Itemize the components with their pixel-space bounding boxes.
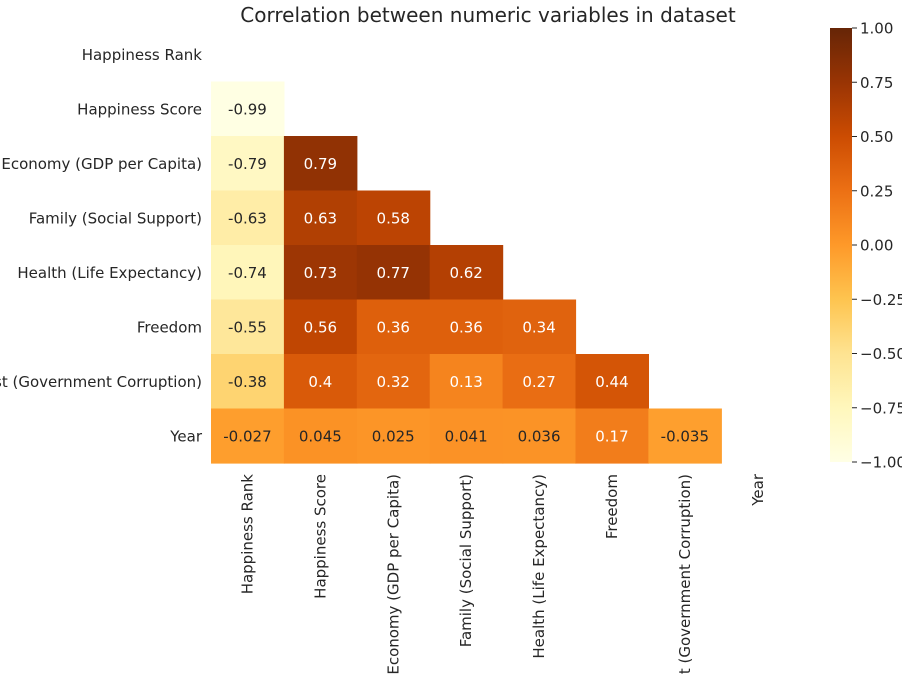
colorbar-tick-label: 0.00 bbox=[860, 237, 893, 255]
colorbar-tick-label: 0.25 bbox=[860, 182, 893, 200]
colorbar-tick-label: 0.75 bbox=[860, 74, 893, 92]
heatmap-cell bbox=[211, 408, 285, 464]
heatmap-cell bbox=[356, 245, 431, 301]
cell-value-label: -0.027 bbox=[223, 427, 271, 445]
heatmap-cell bbox=[429, 299, 504, 355]
heatmap-cell bbox=[502, 354, 577, 410]
heatmap-cell bbox=[283, 299, 358, 355]
cell-value-label: -0.79 bbox=[228, 155, 267, 173]
colorbar-tick-label: −0.75 bbox=[860, 399, 902, 417]
heatmap-cell bbox=[211, 245, 285, 301]
cell-value-label: 0.62 bbox=[449, 264, 482, 282]
x-axis-labels: Happiness Rank Happiness Score Economy (GD… bbox=[238, 473, 766, 674]
y-label-family-social-support: Family (Social Support) bbox=[29, 209, 202, 227]
cell-value-label: 0.036 bbox=[518, 427, 561, 445]
heatmap-cell bbox=[356, 354, 431, 410]
x-label-happiness-rank: Happiness Rank bbox=[238, 474, 256, 595]
cell-value-label: 0.045 bbox=[299, 427, 342, 445]
cell-value-label: -0.63 bbox=[228, 209, 267, 227]
cell-value-label: 0.36 bbox=[449, 318, 482, 336]
colorbar-tick-label: −0.50 bbox=[860, 345, 902, 363]
heatmap-cell bbox=[429, 354, 504, 410]
cell-value-label: -0.74 bbox=[228, 264, 267, 282]
cell-value-label: 0.32 bbox=[377, 373, 410, 391]
y-label-freedom: Freedom bbox=[137, 318, 202, 336]
cell-value-label: -0.38 bbox=[228, 373, 267, 391]
heatmap-cell bbox=[211, 299, 285, 355]
colorbar-gradient bbox=[830, 28, 852, 462]
cell-value-label: 0.44 bbox=[595, 373, 628, 391]
heatmap-cell bbox=[211, 81, 285, 137]
cell-value-label: 0.34 bbox=[522, 318, 555, 336]
y-label-happiness-score: Happiness Score bbox=[77, 100, 202, 118]
y-label-happiness-rank: Happiness Rank bbox=[82, 46, 203, 64]
heatmap-cell bbox=[283, 245, 358, 301]
colorbar: 1.00 0.75 0.50 0.25 0.00 −0.25 −0.50 −0.75 −1.00 bbox=[830, 20, 902, 472]
heatmap-cell bbox=[356, 408, 431, 464]
heatmap-cell bbox=[283, 408, 358, 464]
cell-value-label: 0.27 bbox=[522, 373, 555, 391]
colorbar-tick-label: 1.00 bbox=[860, 20, 893, 38]
colorbar-tick-label: −1.00 bbox=[860, 454, 902, 472]
heatmap-cell bbox=[502, 299, 577, 355]
cell-value-label: 0.58 bbox=[377, 209, 410, 227]
colorbar-tick-label: −0.25 bbox=[860, 291, 902, 309]
heatmap-cell bbox=[283, 354, 358, 410]
cell-value-label: 0.13 bbox=[449, 373, 482, 391]
heatmap-cell bbox=[648, 408, 722, 464]
chart-title: Correlation between numeric variables in… bbox=[240, 3, 736, 27]
x-label-freedom: Freedom bbox=[603, 474, 621, 539]
y-label-health-life-expectancy: Health (Life Expectancy) bbox=[17, 264, 202, 282]
x-label-economy-gdp-per-capita: Economy (GDP per Capita) bbox=[384, 474, 402, 674]
cell-value-label: 0.77 bbox=[377, 264, 410, 282]
heatmap-cell bbox=[575, 408, 649, 464]
x-label-trust-government-corruption: Trust (Government Corruption) bbox=[676, 474, 694, 674]
y-label-year: Year bbox=[169, 427, 203, 445]
heatmap-cell bbox=[211, 136, 285, 192]
y-label-trust-government-corruption: Trust (Government Corruption) bbox=[0, 373, 202, 391]
x-label-family-social-support: Family (Social Support) bbox=[457, 474, 475, 647]
heatmap-cell bbox=[211, 354, 285, 410]
cell-value-label: 0.025 bbox=[372, 427, 415, 445]
heatmap-cell bbox=[283, 190, 358, 246]
colorbar-tick-label: 0.50 bbox=[860, 128, 893, 146]
heatmap-cell bbox=[211, 190, 285, 246]
x-label-year: Year bbox=[749, 473, 767, 507]
x-label-happiness-score: Happiness Score bbox=[311, 474, 329, 599]
cell-value-label: -0.55 bbox=[228, 318, 267, 336]
cell-value-label: 0.041 bbox=[445, 427, 488, 445]
y-axis-labels: Happiness Rank Happiness Score Economy (GD… bbox=[0, 46, 203, 446]
heatmap-cell bbox=[356, 190, 431, 246]
cell-value-label: 0.73 bbox=[304, 264, 337, 282]
heatmap-cell bbox=[429, 408, 504, 464]
heatmap-cell bbox=[502, 408, 577, 464]
cell-value-label: 0.4 bbox=[308, 373, 332, 391]
heatmap-cell bbox=[429, 245, 504, 301]
cell-value-label: 0.17 bbox=[595, 427, 628, 445]
heatmap-cells: -0.99 -0.79 0.79 -0.63 0.63 0.58 -0.74 0.73 0.77… bbox=[211, 81, 722, 464]
cell-value-label: 0.36 bbox=[377, 318, 410, 336]
cell-value-label: 0.63 bbox=[304, 209, 337, 227]
heatmap-cell bbox=[283, 136, 358, 192]
cell-value-label: 0.56 bbox=[304, 318, 337, 336]
y-label-economy-gdp-per-capita: Economy (GDP per Capita) bbox=[1, 155, 202, 173]
x-label-health-life-expectancy: Health (Life Expectancy) bbox=[530, 474, 548, 659]
cell-value-label: -0.035 bbox=[661, 427, 709, 445]
cell-value-label: 0.79 bbox=[304, 155, 337, 173]
heatmap-cell bbox=[575, 354, 649, 410]
heatmap-cell bbox=[356, 299, 431, 355]
cell-value-label: -0.99 bbox=[228, 100, 267, 118]
